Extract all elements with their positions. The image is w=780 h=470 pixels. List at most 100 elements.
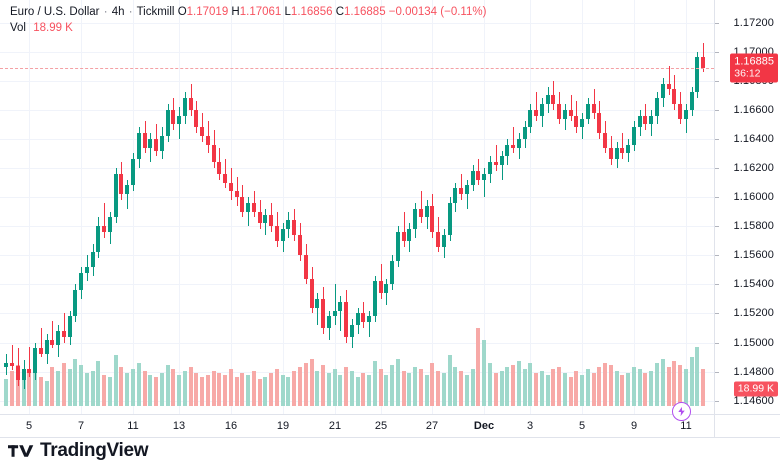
volume-bar [609,365,613,406]
volume-bar [246,375,250,406]
candle-body [500,156,504,166]
candle-body [148,138,152,148]
exchange-label[interactable]: Tickmill [136,6,175,18]
price-axis-label: 1.15400 [733,278,774,290]
candle-wick [553,80,554,110]
candle-body [356,313,360,326]
candle-body [655,98,659,116]
candle-wick [340,296,341,331]
candle-body [643,115,647,125]
volume-bar [517,361,521,406]
volume-bar [281,375,285,406]
price-axis-label: 1.15600 [733,249,774,261]
volume-bar [119,367,123,406]
lightning-bolt-icon[interactable] [672,402,691,421]
volume-bar [626,373,630,406]
volume-bar [194,373,198,406]
price-axis[interactable]: 1.172001.170001.168001.166001.164001.162… [714,0,780,414]
volume-bar [108,377,112,406]
volume-bar [350,371,354,406]
volume-bar [321,365,325,406]
volume-bar [459,371,463,406]
price-chart-plot[interactable] [0,0,714,414]
candle-body [269,214,273,227]
volume-bar [160,373,164,406]
candle-body [298,234,302,256]
last-price-tag[interactable]: 1.16885 36:12 [730,53,778,83]
candle-body [4,362,8,368]
candle-body [258,211,262,224]
candle-wick [513,127,514,154]
price-axis-label: 1.16400 [733,133,774,145]
candle-body [603,133,607,148]
change-value: −0.00134 (−0.11%) [388,6,487,18]
candle-body [33,348,37,374]
open-key: O [177,6,187,18]
price-gridline [0,168,714,169]
volume-bar [597,367,601,406]
open-value: 1.17019 [186,6,229,18]
volume-bar [632,367,636,406]
volume-bar [442,373,446,406]
low-value: 1.16856 [290,6,333,18]
candle-body [620,147,624,154]
candle-body [546,95,550,104]
candle-body [453,188,457,203]
candle-body [252,202,256,212]
candle-body [586,104,590,119]
candle-body [143,133,147,148]
low-key: L [284,6,291,18]
candle-body [154,138,158,151]
candle-body [85,266,89,273]
legend-volume-row[interactable]: Vol 18.99 K [10,21,486,35]
candle-body [344,301,348,337]
candle-wick [669,66,670,96]
volume-bar [125,373,129,406]
candle-body [56,330,60,346]
interval-label[interactable]: 4h [111,6,125,18]
legend-separator-2: · [128,6,133,18]
candle-body [96,226,100,253]
candle-wick [104,202,105,238]
volume-bar [655,363,659,406]
time-gridline [634,0,635,414]
candle-body [194,109,198,128]
candle-body [609,147,613,160]
axis-divider-vertical [714,0,715,438]
price-gridline [0,343,714,344]
volume-bar [143,371,147,406]
candle-body [482,173,486,180]
volume-bar [33,373,37,406]
volume-axis-tag[interactable]: 18.99 K [733,381,778,397]
legend-symbol-row[interactable]: Euro / U.S. Dollar · 4h · Tickmill O1.17… [10,5,486,19]
time-axis[interactable]: 5 7 11 13 16 19 21 25 27 Dec 3 5 9 11 [0,414,714,438]
candle-body [436,232,440,247]
volume-bar [419,369,423,406]
volume-bar [292,371,296,406]
candle-body [407,229,411,241]
candle-body [22,368,26,381]
time-gridline [29,0,30,414]
volume-bar [206,375,210,406]
volume-bar [701,369,705,406]
volume-bar [39,377,43,406]
legend-separator-1: · [103,6,108,18]
volume-bar [10,371,14,406]
candle-body [304,255,308,279]
volume-bar [603,363,607,406]
price-axis-label: 1.14600 [733,395,774,407]
price-tick [714,110,719,111]
candle-body [528,109,532,128]
volume-bar [269,373,273,406]
candle-body [310,278,314,308]
tradingview-branding[interactable]: TradingView [8,441,149,460]
symbol-name[interactable]: Euro / U.S. Dollar [10,6,100,18]
volume-bar [154,377,158,406]
volume-value: 18.99 K [33,22,73,34]
price-tick [714,23,719,24]
price-axis-label: 1.14800 [733,366,774,378]
price-gridline [0,81,714,82]
candle-wick [335,284,336,326]
candle-body [465,185,469,195]
candle-body [684,109,688,119]
